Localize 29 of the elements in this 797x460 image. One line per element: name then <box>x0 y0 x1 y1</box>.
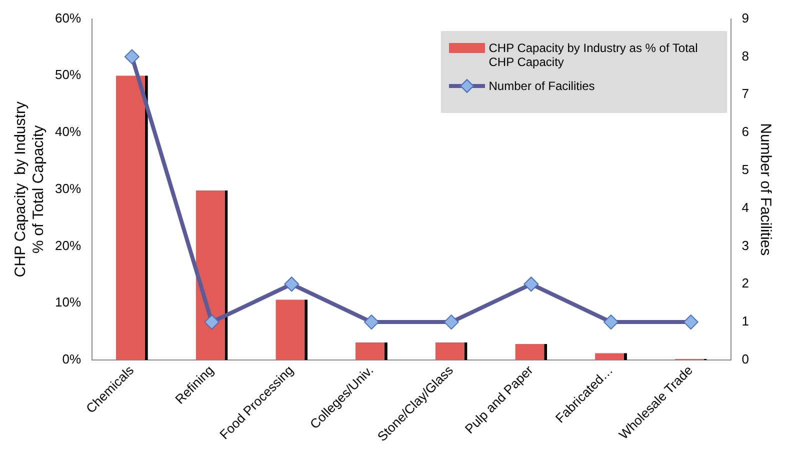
y2-tick-label: 3 <box>742 238 750 253</box>
point <box>284 276 300 292</box>
y2-tick-label: 1 <box>742 314 750 329</box>
point <box>604 314 619 330</box>
point <box>124 49 140 64</box>
y2-tick-label: 9 <box>742 10 750 26</box>
y-tick-label: 40% <box>54 124 82 140</box>
y2-tick-label: 0 <box>742 352 750 367</box>
y2-tick-label: 8 <box>742 48 750 64</box>
point <box>444 314 459 330</box>
point <box>524 276 539 292</box>
y2-tick-label: 5 <box>742 162 750 177</box>
y2-tick-label: 6 <box>742 124 750 140</box>
y-axis-title: CHP Capacity by Industry % of Total Capacity <box>12 101 48 278</box>
legend-label: Number of Facilities <box>488 78 595 93</box>
y-tick-label: 10% <box>54 294 82 310</box>
point <box>364 314 379 330</box>
legend-label: CHP Capacity by Industry as % of Total CHP Capacity <box>488 40 699 69</box>
y2-axis-title: Number of Facilities <box>756 123 774 256</box>
y-tick-label: 30% <box>54 180 82 196</box>
y-tick-label: 60% <box>54 10 82 26</box>
y-tick-label: 50% <box>54 67 82 82</box>
y2-tick-label: 2 <box>742 276 750 291</box>
point <box>683 314 698 330</box>
point <box>204 314 220 330</box>
y2-tick-label: 7 <box>742 86 750 102</box>
y-tick-label: 20% <box>54 238 82 253</box>
y2-tick-label: 4 <box>742 200 750 215</box>
y-tick-label: 0% <box>62 352 82 367</box>
